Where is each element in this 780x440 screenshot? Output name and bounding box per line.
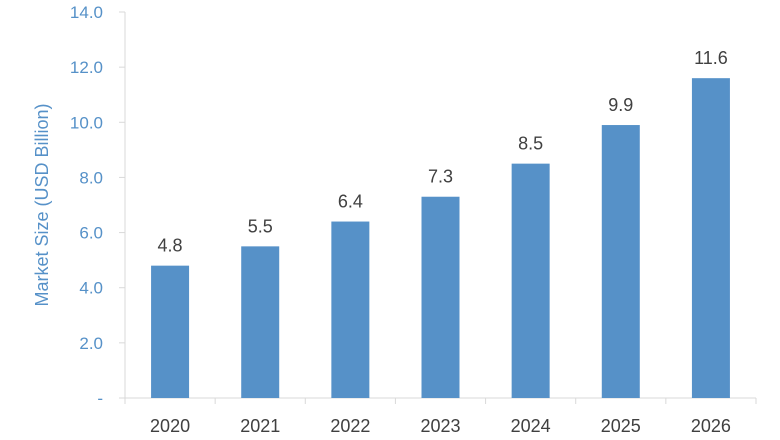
- x-tick-label-2023: 2023: [420, 416, 460, 436]
- y-tick-label: 14.0: [70, 3, 103, 22]
- y-axis: - 2.0 4.0 6.0 8.0 10.0 12.0 14.0: [70, 3, 126, 408]
- data-label-2024: 8.5: [518, 134, 543, 154]
- bar-2023: [421, 196, 460, 398]
- x-tick-label-2022: 2022: [330, 416, 370, 436]
- y-axis-label: Market Size (USD Billion): [32, 103, 52, 306]
- bar-2022: [331, 221, 370, 398]
- data-label-2025: 9.9: [608, 95, 633, 115]
- y-tick-label: 6.0: [79, 224, 103, 243]
- data-label-2022: 6.4: [338, 192, 363, 212]
- bar-2024: [511, 163, 550, 398]
- bar-2020: [151, 265, 190, 398]
- x-tick-label-2024: 2024: [511, 416, 551, 436]
- bar-2026: [691, 78, 730, 399]
- data-label-2023: 7.3: [428, 167, 453, 187]
- y-tick-label: 10.0: [70, 113, 103, 132]
- y-tick-label: 4.0: [79, 279, 103, 298]
- y-tick-label: -: [97, 389, 103, 408]
- y-tick-label: 8.0: [79, 168, 103, 187]
- bar-2025: [601, 125, 640, 399]
- x-tick-label-2026: 2026: [691, 416, 731, 436]
- x-tick-label-2020: 2020: [150, 416, 190, 436]
- x-tick-label-2025: 2025: [601, 416, 641, 436]
- y-tick-label: 12.0: [70, 58, 103, 77]
- x-tick-label-2021: 2021: [240, 416, 280, 436]
- data-label-2021: 5.5: [248, 216, 273, 236]
- y-tick-label: 2.0: [79, 334, 103, 353]
- bar-2021: [241, 246, 280, 398]
- x-axis: 2020 2021 2022 2023 2024 2025 2026: [124, 397, 757, 436]
- data-labels: 4.8 5.5 6.4 7.3 8.5 9.9 11.6: [158, 48, 728, 255]
- data-label-2026: 11.6: [694, 48, 728, 68]
- bars: [151, 78, 730, 399]
- data-label-2020: 4.8: [158, 236, 183, 256]
